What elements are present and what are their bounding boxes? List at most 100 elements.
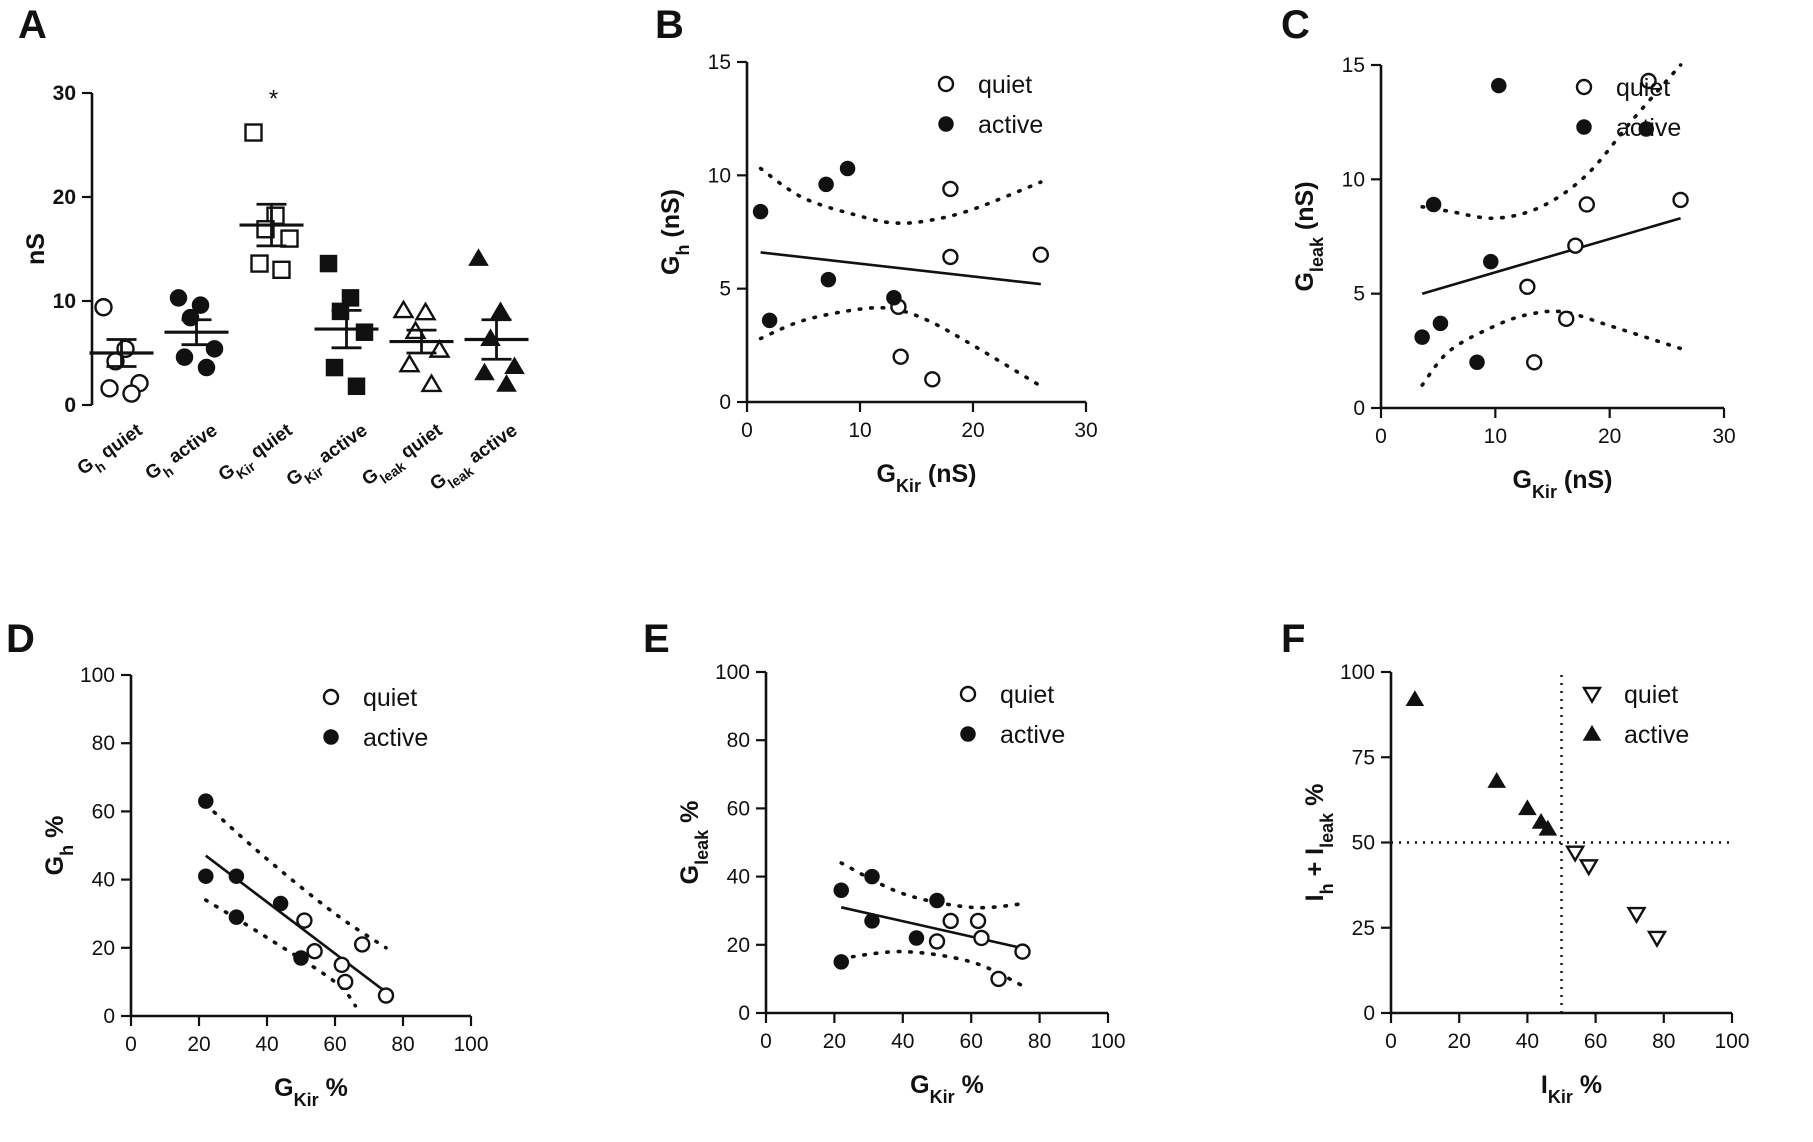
data-point: [250, 254, 269, 273]
category-1: Gh quiet: [74, 298, 154, 485]
y-axis-title: Gh (nS): [657, 189, 693, 275]
data-point: [244, 123, 263, 142]
significance-marker: *: [269, 86, 278, 113]
legend-label-quiet: quiet: [1616, 74, 1670, 102]
y-axis-title: Gh %: [41, 816, 77, 876]
x-tick-label: 30: [1712, 425, 1735, 448]
ci-lower-band: [1420, 309, 1683, 387]
data-point: [818, 176, 834, 193]
legend-label-quiet: quiet: [363, 684, 417, 712]
x-tick-label: 20: [961, 419, 984, 442]
data-point: [296, 912, 313, 929]
data-point: [1425, 196, 1442, 213]
x-tick-label: 30: [1074, 419, 1097, 442]
data-point: [892, 348, 909, 365]
data-point: [864, 868, 880, 885]
data-point: [293, 950, 309, 966]
panel-e: E 0 20 40 60 80 100 0 20 40 60 80 100 GKir % Gleak % qu…: [643, 617, 1126, 1107]
regression-line: [760, 251, 1041, 286]
legend-label-quiet: quiet: [1000, 681, 1054, 709]
x-tick-label: 80: [1028, 1030, 1051, 1053]
data-point: [319, 254, 338, 273]
panel-letter: F: [1281, 617, 1305, 661]
data-point: [1526, 354, 1543, 371]
data-point: [1567, 237, 1584, 254]
y-tick-label: 0: [103, 1005, 115, 1028]
data-point: [1405, 690, 1425, 707]
legend-marker-active: [1582, 724, 1602, 741]
x-tick-label: 40: [255, 1033, 278, 1056]
data-point: [175, 348, 194, 366]
category-3: *GKir quiet: [215, 86, 304, 486]
data-point: [839, 160, 856, 177]
legend-label-active: active: [363, 724, 428, 752]
data-point: [1519, 278, 1536, 296]
y-tick-label: 100: [1340, 661, 1375, 684]
data-point: [398, 353, 421, 373]
x-tick-label: 60: [960, 1030, 983, 1053]
data-point: [337, 973, 354, 991]
legend-label-quiet: quiet: [1624, 681, 1678, 709]
data-point: [1432, 315, 1449, 332]
series-active: [1405, 690, 1558, 836]
y-tick-label: 0: [719, 391, 731, 414]
y-tick-label: 100: [715, 661, 750, 684]
data-point: [924, 371, 941, 388]
x-tick-label: 20: [1448, 1030, 1471, 1053]
data-point: [1414, 329, 1430, 345]
x-axis-title: GKir %: [274, 1074, 348, 1110]
data-point: [414, 301, 437, 321]
y-tick-label: 60: [727, 797, 750, 820]
y-axis-title: Gleak %: [676, 801, 712, 885]
legend-label-active: active: [1616, 114, 1681, 142]
x-tick-label: 80: [1652, 1030, 1675, 1053]
y-tick-label: 25: [1352, 917, 1375, 940]
data-point: [1565, 845, 1586, 863]
panel-c: C 0 10 20 30 0 5 10 15 GKir (nS) Gleak (nS) quiet ac…: [1281, 3, 1736, 502]
y-tick-label: 80: [727, 729, 750, 752]
series-active: [1414, 77, 1655, 371]
y-tick-label: 5: [719, 278, 731, 301]
panel-letter: D: [6, 617, 35, 661]
x-tick-label: 10: [1484, 425, 1507, 448]
legend-marker-active: [1576, 119, 1592, 135]
legend-marker-active: [938, 116, 954, 132]
data-point: [820, 271, 837, 288]
legend-marker-active: [323, 729, 339, 745]
legend-label-active: active: [1000, 721, 1065, 749]
y-tick-label: 10: [708, 164, 731, 187]
panel-letter: E: [643, 617, 670, 661]
y-tick-label: 0: [1353, 397, 1365, 420]
x-tick-label: 40: [891, 1030, 914, 1053]
y-tick-label: 50: [1352, 832, 1375, 855]
legend-marker-quiet: [1581, 686, 1603, 704]
data-point: [191, 296, 210, 314]
regression-line: [1421, 216, 1681, 295]
y-tick-label: 40: [92, 869, 115, 892]
legend-marker-quiet: [322, 688, 340, 706]
x-tick-label: 0: [1385, 1030, 1397, 1053]
data-point: [942, 180, 959, 198]
x-tick-label: 60: [323, 1033, 346, 1056]
data-point: [468, 248, 489, 266]
y-tick-label: 15: [708, 51, 731, 74]
data-point: [833, 882, 849, 898]
x-tick-label: 20: [187, 1033, 210, 1056]
data-point: [420, 373, 443, 393]
legend: quiet active: [322, 684, 428, 752]
x-tick-label: 0: [1375, 425, 1387, 448]
data-point: [504, 356, 525, 375]
x-tick-label: 80: [391, 1033, 414, 1056]
y-axis-title: nS: [22, 233, 50, 265]
x-tick-label: 0: [741, 419, 753, 442]
data-point: [990, 970, 1007, 988]
x-tick-label: 60: [1584, 1030, 1607, 1053]
ci-lower-band: [758, 305, 1043, 388]
category-6: Gleak active: [426, 248, 529, 495]
data-point: [1640, 72, 1657, 90]
y-tick-label: 80: [92, 732, 115, 755]
category-label: Gh quiet: [74, 420, 151, 485]
x-tick-label: 0: [125, 1033, 137, 1056]
